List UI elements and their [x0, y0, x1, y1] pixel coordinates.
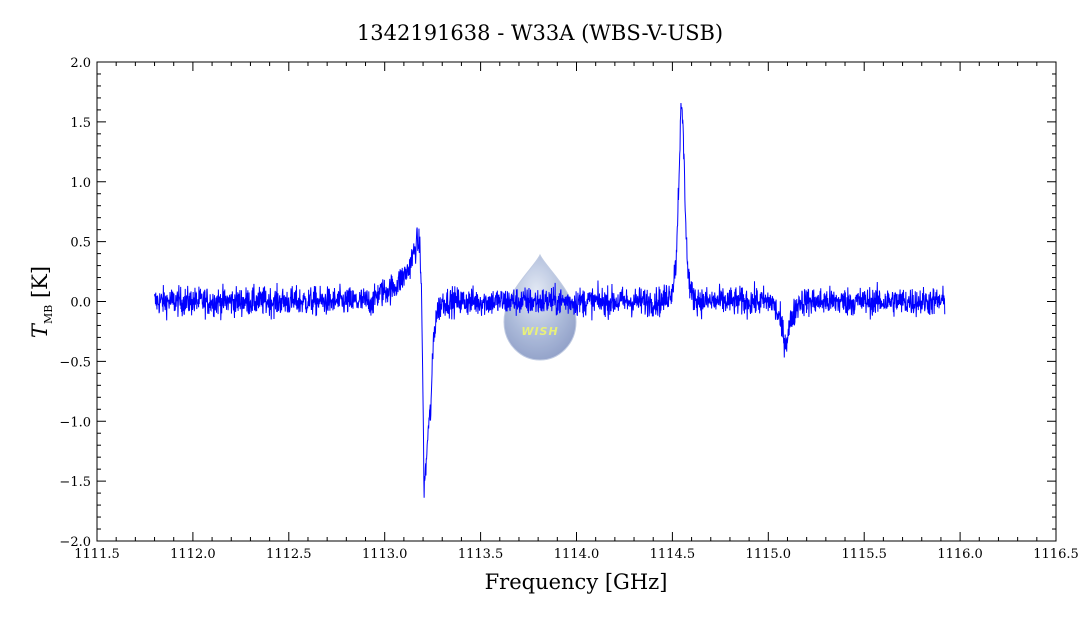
x-tick-label: 1113.0	[362, 547, 408, 562]
y-axis-label: TMB [K]	[28, 266, 55, 338]
x-axis-label: Frequency [GHz]	[485, 570, 668, 594]
x-tick-label: 1114.0	[554, 547, 600, 562]
x-tick-label: 1115.5	[841, 547, 887, 562]
chart-title: 1342191638 - W33A (WBS-V-USB)	[357, 21, 723, 45]
logo-label: WISH	[521, 325, 558, 338]
x-tick-label: 1115.0	[746, 547, 792, 562]
y-tick-label: −1.5	[59, 475, 91, 490]
y-tick-label: 1.0	[70, 176, 91, 191]
x-axis-tick-labels: 1111.5 1112.0 1112.5 1113.0 1113.5 1114.0 1114…	[74, 547, 1079, 562]
x-tick-label: 1113.5	[458, 547, 504, 562]
y-tick-label: −0.5	[59, 355, 91, 370]
x-tick-label: 1112.5	[266, 547, 312, 562]
y-tick-label: −2.0	[59, 535, 91, 550]
y-tick-label: 2.0	[70, 56, 91, 71]
y-tick-label: −1.0	[59, 415, 91, 430]
y-axis-tick-labels: −2.0 −1.5 −1.0 −0.5 0.0 0.5 1.0 1.5 2.0	[59, 56, 91, 550]
x-tick-label: 1111.5	[74, 547, 120, 562]
plot-frame	[96, 61, 1057, 542]
series-line	[154, 102, 946, 498]
x-tick-label: 1112.0	[170, 547, 216, 562]
y-tick-label: 1.5	[70, 116, 91, 131]
y-tick-label: 0.5	[70, 236, 91, 251]
y-tick-label: 0.0	[70, 296, 91, 311]
x-tick-label: 1116.0	[937, 547, 983, 562]
x-tick-label: 1116.5	[1033, 547, 1079, 562]
x-tick-label: 1114.5	[650, 547, 696, 562]
